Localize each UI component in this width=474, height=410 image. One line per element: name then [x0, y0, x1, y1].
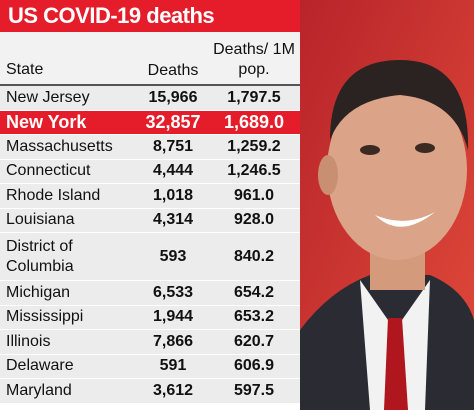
table-row: Mississippi 1,944 653.2	[0, 305, 300, 330]
table-cell: 620.7	[233, 332, 275, 350]
table-cell: Massachusetts	[6, 137, 113, 155]
table-row: Illinois 7,866 620.7	[0, 330, 300, 355]
header-cell: Deaths	[147, 62, 199, 79]
table-cell: Connecticut	[6, 162, 91, 180]
table-cell: 4,314	[152, 211, 194, 229]
table-row: New York 32,857 1,689.0	[0, 110, 300, 135]
table-row: Maryland 3,612 597.5	[0, 379, 300, 404]
table-cell: 928.0	[233, 211, 275, 229]
table-row: Massachusetts 8,751 1,259.2	[0, 135, 300, 160]
table-cell: 961.0	[233, 186, 275, 204]
table-cell: 840.2	[233, 247, 275, 265]
table-cell: 1,689.0	[223, 111, 285, 132]
table-cell: 6,533	[152, 283, 194, 301]
table-cell: 1,944	[152, 308, 194, 326]
table-cell: Illinois	[6, 332, 51, 350]
table-cell: 606.9	[233, 357, 275, 375]
table-cell: 653.2	[233, 308, 275, 326]
table-cell: 654.2	[233, 283, 275, 301]
header-row: State Deaths Deaths/ 1M pop.	[0, 32, 300, 86]
table-cell: Delaware	[6, 357, 74, 375]
table-cell: 1,246.5	[227, 162, 281, 180]
table-row: Michigan 6,533 654.2	[0, 281, 300, 306]
title: US COVID-19 deaths	[0, 0, 300, 32]
table-cell: 7,866	[152, 332, 194, 350]
table-cell: 591	[159, 357, 187, 375]
table-cell: Mississippi	[6, 308, 84, 326]
table-cell: 3,612	[152, 381, 194, 399]
table-cell: 1,797.5	[227, 88, 281, 106]
table-cell: 15,966	[148, 88, 198, 106]
table-cell: Rhode Island	[6, 186, 101, 204]
table-row: Rhode Island 1,018 961.0	[0, 184, 300, 209]
table-cell: 8,751	[152, 137, 194, 155]
photo	[300, 0, 474, 410]
table-row: District of Columbia 593 840.2	[0, 233, 300, 281]
table-cell: New Jersey	[6, 88, 90, 106]
table-cell: 4,444	[152, 162, 194, 180]
table-cell: 597.5	[233, 381, 275, 399]
table-cell: District of Columbia	[6, 237, 74, 275]
table: US COVID-19 deaths State Deaths Deaths/ …	[0, 0, 300, 404]
header-cell: State	[6, 61, 44, 78]
table-cell: Michigan	[6, 283, 71, 301]
table-cell: New York	[6, 112, 87, 133]
table-cell: 32,857	[145, 111, 201, 132]
table-cell: 1,259.2	[227, 137, 281, 155]
table-body: New Jersey 15,966 1,797.5 New York 32,857 1,6…	[0, 86, 300, 404]
table-row: New Jersey 15,966 1,797.5	[0, 86, 300, 111]
table-cell: 593	[159, 247, 187, 265]
header-cell: Deaths/ 1M pop.	[213, 41, 295, 78]
table-cell: Louisiana	[6, 211, 75, 229]
table-row: Louisiana 4,314 928.0	[0, 208, 300, 233]
table-cell: 1,018	[152, 186, 194, 204]
table-row: Connecticut 4,444 1,246.5	[0, 159, 300, 184]
table-row: Delaware 591 606.9	[0, 354, 300, 379]
table-cell: Maryland	[6, 381, 72, 399]
